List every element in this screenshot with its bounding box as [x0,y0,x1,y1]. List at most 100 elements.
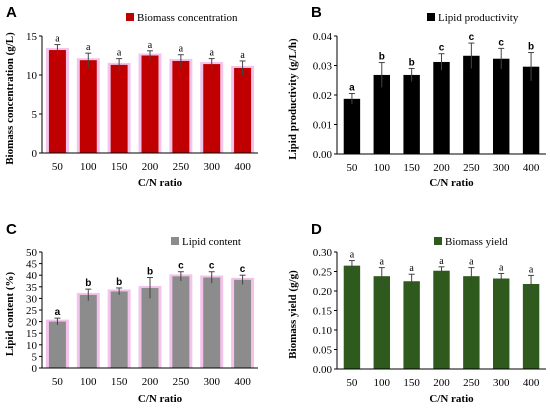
x-tick-label: 50 [346,377,358,389]
x-tick-label: 200 [433,377,450,389]
x-axis-title: C/N ratio [138,177,183,189]
legend: Lipid productivity [427,12,519,24]
bar [493,58,510,155]
panel-letter: C [6,221,17,238]
bar [110,64,128,153]
x-tick-label: 300 [493,162,510,174]
y-tick-label: 0.20 [313,286,333,298]
significance-label: b [379,52,385,63]
x-tick-label: 100 [374,162,391,174]
x-axis-title: C/N ratio [138,393,183,405]
bar [433,61,450,154]
significance-label: a [380,257,385,268]
x-tick-label: 400 [523,377,540,389]
legend-swatch [171,237,179,245]
y-tick-label: 0.02 [313,90,332,102]
significance-label: b [85,278,91,289]
y-tick-label: 0.00 [313,364,333,376]
legend-label: Biomass concentration [137,12,238,24]
legend: Lipid content [171,236,241,248]
significance-label: c [240,264,246,275]
panel-letter: D [311,221,322,238]
x-tick-label: 300 [493,377,510,389]
x-tick-label: 300 [203,161,220,173]
x-tick-label: 150 [403,377,420,389]
x-tick-label: 100 [374,377,391,389]
y-tick-label: 0.01 [313,120,332,132]
bar [463,55,480,154]
bar [373,74,390,154]
bar [172,276,190,368]
y-tick-label: 0.05 [313,345,333,357]
bar [203,277,221,368]
y-tick-label: 0.10 [313,325,333,337]
significance-label: b [528,42,534,53]
x-tick-label: 400 [523,162,540,174]
y-tick-label: 0.25 [313,267,333,279]
bar [522,66,540,154]
bar [203,64,221,153]
legend-swatch [434,237,442,245]
panel-a: A Biomass concentration 0 5 10 15 a 50 a 100 a 150 a… [4,4,258,189]
bar [79,294,97,368]
x-tick-label: 200 [142,376,159,388]
x-tick-label: 50 [52,161,64,173]
bar [343,265,361,369]
y-tick-label: 10 [26,70,38,82]
y-axis-title: Lipid content (%) [4,271,16,356]
significance-label: a [409,263,414,274]
x-tick-label: 150 [111,376,128,388]
y-tick-label: 0.04 [313,31,333,43]
bar [172,60,190,153]
bar [234,67,252,153]
bar [48,321,66,368]
legend: Biomass concentration [126,12,238,24]
significance-label: b [116,277,122,288]
y-tick-label: 10 [26,340,38,352]
significance-label: a [209,48,214,59]
bar [403,281,420,369]
y-tick-label: 0 [32,363,38,375]
bar [433,270,450,369]
x-axis-title: C/N ratio [429,177,474,189]
x-tick-label: 250 [463,162,480,174]
y-tick-label: 0.03 [313,61,333,73]
y-tick-label: 5 [32,109,38,121]
significance-label: c [439,43,445,54]
x-axis-title: C/N ratio [429,393,474,405]
significance-label: a [499,262,504,273]
x-tick-label: 200 [142,161,159,173]
legend-swatch [126,13,134,21]
significance-label: a [439,256,444,267]
y-tick-label: 0.15 [313,306,333,318]
legend: Biomass yield [434,236,508,248]
significance-label: a [350,250,355,261]
x-tick-label: 400 [234,376,251,388]
x-tick-label: 50 [52,376,64,388]
significance-label: a [148,40,153,51]
x-tick-label: 200 [433,162,450,174]
bar [48,50,66,153]
x-tick-label: 400 [234,161,251,173]
significance-label: c [469,32,475,43]
x-tick-label: 100 [80,376,97,388]
significance-label: a [179,44,184,55]
bar [110,291,128,368]
significance-label: a [529,264,534,275]
y-tick-label: 15 [26,328,38,340]
significance-label: a [55,34,60,45]
panel-b: B Lipid productivity 0.00 0.01 0.02 0.03 0.04 a… [287,4,546,189]
panel-d: D Biomass yield 0.00 0.05 0.10 0.15 0.20 0.25 0.… [287,221,546,405]
legend-label: Lipid content [182,236,241,248]
y-tick-label: 0.00 [313,149,333,161]
y-axis-title: Biomass yield (g/g) [287,270,299,359]
y-axis-title: Lipid productivity (g/L/h) [287,38,299,160]
significance-label: a [55,307,61,318]
legend-swatch [427,13,435,21]
significance-label: a [349,83,355,94]
significance-label: b [147,267,153,278]
bar [493,278,510,369]
